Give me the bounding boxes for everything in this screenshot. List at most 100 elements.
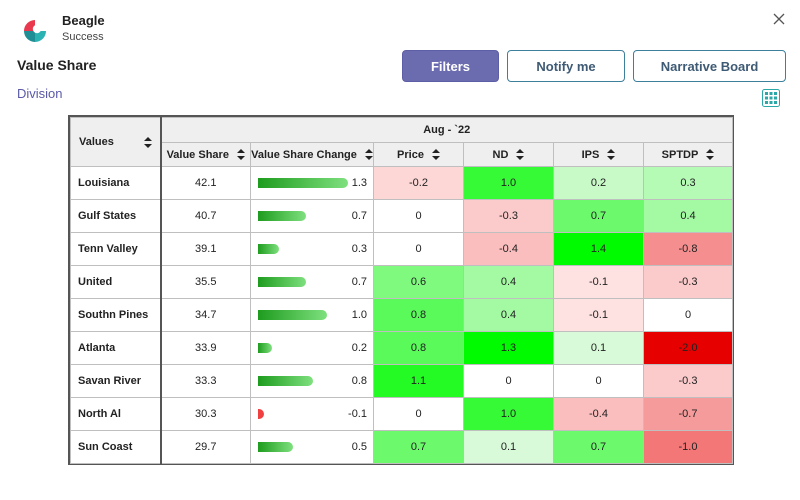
sort-icon[interactable] <box>236 149 245 160</box>
value-share-change-cell: 0.7 <box>250 199 374 233</box>
sort-icon[interactable] <box>607 149 616 160</box>
value-share-cell: 33.9 <box>160 331 251 365</box>
sort-icon[interactable] <box>431 149 440 160</box>
price-cell: 1.1 <box>373 364 464 398</box>
change-value: 0.2 <box>351 342 367 354</box>
region-cell: Sun Coast <box>70 430 162 464</box>
nd-cell: -0.3 <box>463 199 554 233</box>
table-row: Atlanta 33.9 0.2 0.8 1.3 0.1 -2.0 <box>70 331 733 365</box>
change-value: -0.1 <box>348 408 367 420</box>
column-header-value-share-change[interactable]: Value Share Change <box>250 142 374 167</box>
value-share-change-cell: 0.8 <box>250 364 374 398</box>
ips-cell: 0.7 <box>553 430 644 464</box>
change-value: 0.3 <box>351 243 367 255</box>
value-share-cell: 39.1 <box>160 232 251 266</box>
value-share-change-cell: 1.0 <box>250 298 374 332</box>
filters-button[interactable]: Filters <box>402 50 499 82</box>
ips-cell: -0.1 <box>553 265 644 299</box>
nd-cell: 0.4 <box>463 298 554 332</box>
close-icon <box>773 13 785 25</box>
change-bar <box>258 409 264 419</box>
change-bar <box>258 376 313 386</box>
table-body: Louisiana 42.1 1.3 -0.2 1.0 0.2 0.3 Gulf States… <box>70 166 733 464</box>
sptdp-cell: 0.4 <box>643 199 733 233</box>
table-row: United 35.5 0.7 0.6 0.4 -0.1 -0.3 <box>70 265 733 299</box>
table-row: Sun Coast 29.7 0.5 0.7 0.1 0.7 -1.0 <box>70 430 733 464</box>
region-cell: Savan River <box>70 364 162 398</box>
change-bar <box>258 310 327 320</box>
nd-cell: 1.3 <box>463 331 554 365</box>
value-share-table: Values Aug - `22 Value Share Value Share… <box>68 115 734 465</box>
region-cell: Tenn Valley <box>70 232 162 266</box>
sptdp-cell: -0.3 <box>643 265 733 299</box>
ips-cell: 0 <box>553 364 644 398</box>
value-share-change-cell: -0.1 <box>250 397 374 431</box>
period-header: Aug - `22 <box>160 117 733 143</box>
value-share-cell: 33.3 <box>160 364 251 398</box>
region-cell: North Al <box>70 397 162 431</box>
values-column-header[interactable]: Values <box>70 117 162 167</box>
sptdp-cell: -1.0 <box>643 430 733 464</box>
price-cell: 0.6 <box>373 265 464 299</box>
change-value: 0.8 <box>351 375 367 387</box>
region-cell: Gulf States <box>70 199 162 233</box>
nd-cell: -0.4 <box>463 232 554 266</box>
close-button[interactable] <box>768 8 790 30</box>
ips-cell: 0.1 <box>553 331 644 365</box>
column-header-nd[interactable]: ND <box>463 142 554 167</box>
column-header-price[interactable]: Price <box>373 142 464 167</box>
table-row: Gulf States 40.7 0.7 0 -0.3 0.7 0.4 <box>70 199 733 233</box>
column-header-value-share[interactable]: Value Share <box>160 142 251 167</box>
region-cell: Louisiana <box>70 166 162 200</box>
page-title: Value Share <box>17 57 97 73</box>
price-cell: -0.2 <box>373 166 464 200</box>
beagle-logo <box>24 20 46 42</box>
price-cell: 0.8 <box>373 331 464 365</box>
value-share-cell: 30.3 <box>160 397 251 431</box>
price-cell: 0.7 <box>373 430 464 464</box>
change-value: 1.0 <box>351 309 367 321</box>
nd-cell: 0.4 <box>463 265 554 299</box>
values-header-label: Values <box>79 136 114 148</box>
sort-icon[interactable] <box>706 149 715 160</box>
sort-icon[interactable] <box>516 149 525 160</box>
change-value: 0.7 <box>351 210 367 222</box>
value-share-cell: 42.1 <box>160 166 251 200</box>
value-share-cell: 34.7 <box>160 298 251 332</box>
change-value: 0.5 <box>351 441 367 453</box>
table-row: Savan River 33.3 0.8 1.1 0 0 -0.3 <box>70 364 733 398</box>
sort-icon[interactable] <box>364 149 373 160</box>
app-header: Beagle Success <box>20 12 105 46</box>
value-share-change-cell: 0.2 <box>250 331 374 365</box>
sptdp-cell: -2.0 <box>643 331 733 365</box>
sort-icon[interactable] <box>143 136 152 148</box>
sptdp-cell: -0.8 <box>643 232 733 266</box>
change-bar <box>258 211 306 221</box>
price-cell: 0 <box>373 232 464 266</box>
column-header-ips[interactable]: IPS <box>553 142 644 167</box>
change-bar <box>258 244 279 254</box>
table-row: Southn Pines 34.7 1.0 0.8 0.4 -0.1 0 <box>70 298 733 332</box>
narrative-board-button[interactable]: Narrative Board <box>633 50 786 82</box>
value-share-change-cell: 0.5 <box>250 430 374 464</box>
value-share-change-cell: 1.3 <box>250 166 374 200</box>
value-share-change-cell: 0.7 <box>250 265 374 299</box>
grid-icon[interactable] <box>762 89 780 107</box>
table-row: North Al 30.3 -0.1 0 1.0 -0.4 -0.7 <box>70 397 733 431</box>
change-value: 0.7 <box>351 276 367 288</box>
region-cell: United <box>70 265 162 299</box>
change-bar <box>258 178 348 188</box>
ips-cell: -0.4 <box>553 397 644 431</box>
column-header-sptdp[interactable]: SPTDP <box>643 142 733 167</box>
nd-cell: 1.0 <box>463 166 554 200</box>
notify-me-button[interactable]: Notify me <box>507 50 625 82</box>
price-cell: 0 <box>373 397 464 431</box>
app-subtitle: Success <box>62 31 104 43</box>
nd-cell: 0.1 <box>463 430 554 464</box>
ips-cell: 0.7 <box>553 199 644 233</box>
sptdp-cell: 0.3 <box>643 166 733 200</box>
value-share-cell: 40.7 <box>160 199 251 233</box>
division-link[interactable]: Division <box>17 86 63 101</box>
value-share-change-cell: 0.3 <box>250 232 374 266</box>
nd-cell: 1.0 <box>463 397 554 431</box>
